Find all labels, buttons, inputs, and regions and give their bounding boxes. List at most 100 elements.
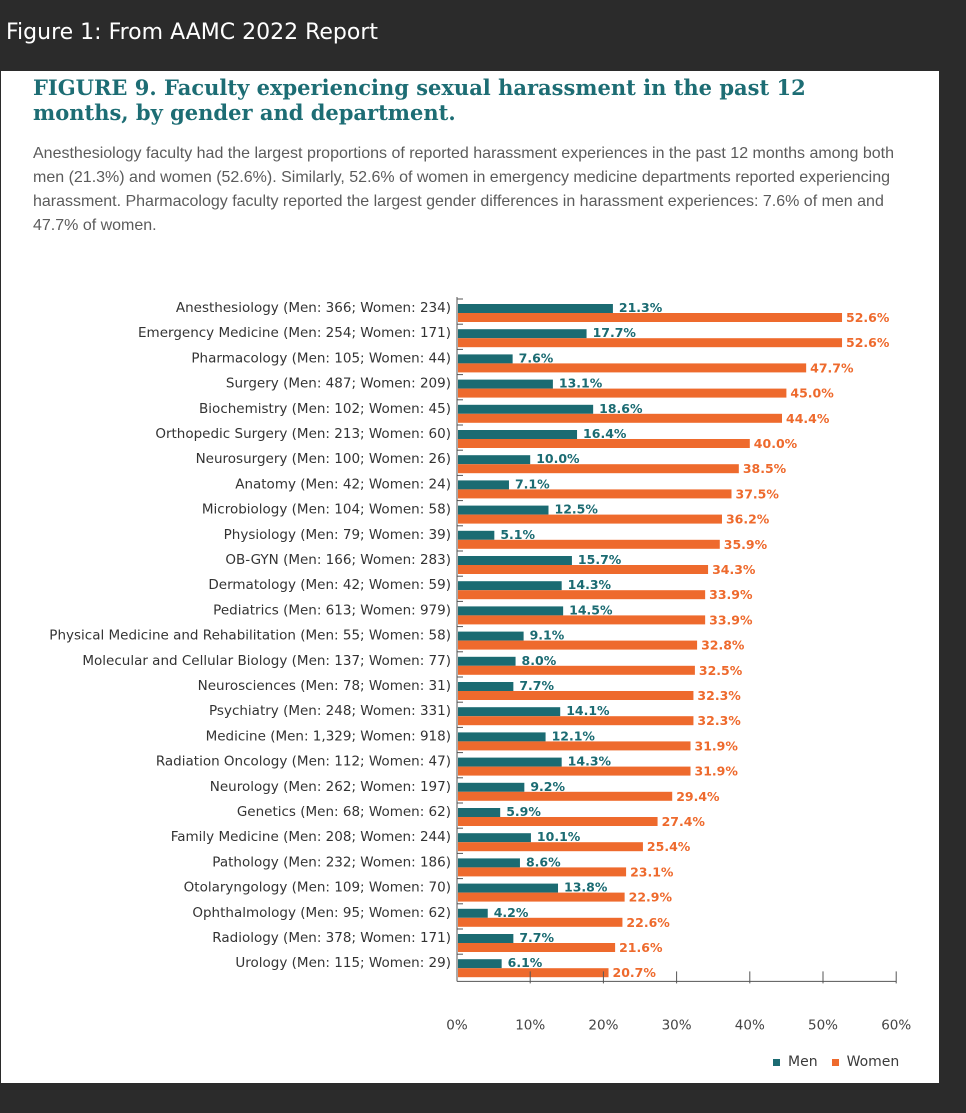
bar-women bbox=[458, 640, 698, 650]
data-label-women: 52.6% bbox=[846, 335, 890, 350]
legend-label-women: Women bbox=[846, 1054, 900, 1070]
category-label: Family Medicine (Men: 208; Women: 244) bbox=[171, 829, 451, 845]
bar-men bbox=[458, 757, 562, 767]
data-label-men: 9.1% bbox=[530, 628, 565, 643]
bar-women bbox=[458, 817, 658, 826]
x-tick-label: 30% bbox=[662, 1017, 692, 1033]
bar-men bbox=[458, 656, 516, 666]
data-label-men: 14.5% bbox=[569, 602, 613, 617]
data-label-women: 31.9% bbox=[695, 738, 739, 753]
legend-item-men: Men bbox=[773, 1054, 818, 1070]
bar-men bbox=[458, 530, 495, 540]
bar-men bbox=[458, 581, 562, 591]
bar-men bbox=[458, 707, 561, 717]
data-label-men: 14.3% bbox=[568, 754, 612, 769]
category-label: Neurosciences (Men: 78; Women: 31) bbox=[198, 678, 451, 694]
bar-men bbox=[458, 732, 546, 742]
data-label-men: 7.7% bbox=[519, 930, 554, 945]
data-label-women: 52.6% bbox=[846, 310, 890, 325]
bar-women bbox=[458, 413, 783, 423]
figure-panel: FIGURE 9. Faculty experiencing sexual ha… bbox=[1, 71, 939, 1083]
data-label-women: 20.7% bbox=[613, 965, 657, 980]
data-label-men: 12.5% bbox=[555, 502, 599, 517]
bar-women bbox=[458, 439, 750, 448]
x-tick-label: 10% bbox=[515, 1017, 545, 1033]
bar-women bbox=[458, 968, 609, 978]
bar-men bbox=[458, 480, 509, 490]
bar-men bbox=[458, 304, 613, 313]
data-label-women: 22.9% bbox=[629, 890, 673, 905]
bar-men bbox=[458, 631, 524, 641]
data-label-men: 15.7% bbox=[578, 552, 622, 567]
bar-women bbox=[458, 791, 673, 801]
x-tick-label: 60% bbox=[881, 1017, 911, 1033]
legend-swatch-women bbox=[831, 1058, 839, 1066]
bar-men bbox=[458, 329, 587, 339]
data-label-men: 10.0% bbox=[536, 451, 580, 466]
category-label: Radiology (Men: 378; Women: 171) bbox=[212, 930, 451, 946]
data-label-women: 32.3% bbox=[697, 713, 741, 728]
data-label-women: 31.9% bbox=[695, 764, 739, 779]
bar-women bbox=[458, 615, 706, 625]
bar-men bbox=[458, 505, 549, 515]
category-label: Urology (Men: 115; Women: 29) bbox=[235, 955, 451, 971]
bar-women bbox=[458, 464, 739, 474]
category-label: Dermatology (Men: 42; Women: 59) bbox=[208, 577, 451, 593]
data-label-men: 10.1% bbox=[537, 829, 581, 844]
legend-label-men: Men bbox=[788, 1054, 818, 1070]
figure-caption: Figure 1: From AAMC 2022 Report bbox=[6, 20, 379, 45]
data-label-women: 47.7% bbox=[810, 360, 854, 375]
category-label: Psychiatry (Men: 248; Women: 331) bbox=[209, 703, 451, 719]
bar-men bbox=[458, 430, 578, 439]
data-label-men: 16.4% bbox=[583, 426, 627, 441]
x-tick-label: 0% bbox=[446, 1017, 468, 1033]
bar-men bbox=[458, 606, 564, 616]
data-label-women: 32.8% bbox=[701, 638, 745, 653]
data-label-men: 8.0% bbox=[522, 653, 557, 668]
bar-women bbox=[458, 313, 843, 322]
data-label-women: 29.4% bbox=[676, 789, 720, 804]
category-label: Neurosurgery (Men: 100; Women: 26) bbox=[196, 451, 451, 467]
data-label-men: 9.2% bbox=[530, 779, 565, 794]
data-label-women: 21.6% bbox=[619, 940, 663, 955]
bar-men bbox=[458, 556, 572, 565]
bar-men bbox=[458, 354, 513, 364]
data-label-men: 7.1% bbox=[515, 476, 550, 491]
bar-men bbox=[458, 379, 553, 389]
data-label-women: 25.4% bbox=[647, 839, 691, 854]
bar-men bbox=[458, 833, 531, 843]
bar-women bbox=[458, 665, 695, 675]
data-label-men: 21.3% bbox=[619, 300, 663, 315]
category-label: Anesthesiology (Men: 366; Women: 234) bbox=[176, 300, 451, 316]
data-label-men: 13.1% bbox=[559, 376, 603, 391]
bar-women bbox=[458, 539, 720, 549]
bar-men bbox=[458, 908, 488, 918]
bar-women bbox=[458, 388, 787, 398]
data-label-men: 4.2% bbox=[494, 905, 529, 920]
data-label-men: 8.6% bbox=[526, 854, 561, 869]
data-label-women: 33.9% bbox=[709, 587, 753, 602]
category-label: OB-GYN (Men: 166; Women: 283) bbox=[225, 552, 451, 568]
bar-women bbox=[458, 565, 709, 574]
x-tick-label: 20% bbox=[588, 1017, 618, 1033]
data-label-men: 5.9% bbox=[506, 804, 541, 819]
category-label: Orthopedic Surgery (Men: 213; Women: 60) bbox=[155, 426, 451, 442]
bar-women bbox=[458, 489, 732, 499]
bar-women bbox=[458, 892, 625, 902]
bar-women bbox=[458, 590, 706, 600]
category-label: Microbiology (Men: 104; Women: 58) bbox=[202, 502, 451, 518]
data-label-men: 7.6% bbox=[519, 350, 554, 365]
data-label-women: 22.6% bbox=[626, 915, 670, 930]
legend-item-women: Women bbox=[831, 1054, 900, 1070]
data-label-women: 45.0% bbox=[790, 386, 834, 401]
category-label: Pharmacology (Men: 105; Women: 44) bbox=[191, 350, 451, 366]
bar-men bbox=[458, 883, 559, 893]
figure-description: Anesthesiology faculty had the largest p… bbox=[33, 145, 894, 234]
data-label-women: 44.4% bbox=[786, 411, 830, 426]
bar-women bbox=[458, 363, 807, 373]
bar-women bbox=[458, 917, 623, 927]
bar-men bbox=[458, 959, 502, 969]
data-label-women: 32.5% bbox=[699, 663, 743, 678]
data-label-men: 12.1% bbox=[552, 728, 596, 743]
data-label-women: 32.3% bbox=[697, 688, 741, 703]
